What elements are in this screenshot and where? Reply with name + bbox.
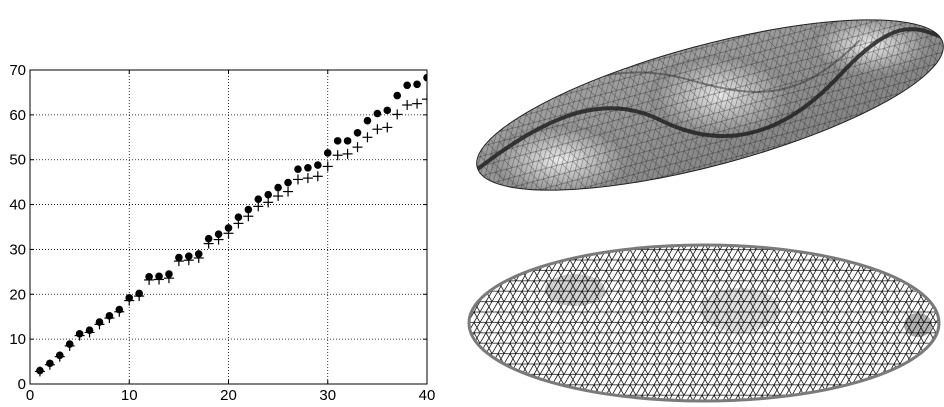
plus-marker — [203, 238, 214, 249]
plus-marker — [292, 174, 303, 185]
x-tick-label: 30 — [319, 387, 336, 404]
plus-marker — [173, 256, 184, 267]
plus-marker — [243, 211, 254, 222]
plus-marker — [302, 173, 313, 184]
plus-marker — [263, 197, 274, 208]
plus-marker — [362, 132, 373, 143]
dot-marker — [333, 137, 342, 145]
dot-marker — [323, 149, 332, 157]
plus-marker — [283, 186, 294, 197]
x-tick-label: 40 — [419, 387, 436, 404]
dot-marker — [304, 163, 312, 172]
plus-marker — [114, 306, 125, 317]
dot-marker — [254, 195, 263, 203]
dot-marker — [393, 91, 402, 100]
dot-marker — [343, 137, 352, 145]
plus-marker — [124, 295, 135, 306]
y-tick-label: 20 — [9, 286, 26, 303]
y-tick-label: 40 — [9, 197, 26, 214]
plus-marker — [154, 274, 165, 285]
plus-marker — [273, 191, 284, 202]
plus-marker — [342, 148, 353, 159]
dot-marker — [363, 116, 372, 125]
y-tick-label: 60 — [9, 107, 26, 124]
plus-marker — [84, 327, 95, 338]
plus-marker — [54, 351, 65, 362]
plus-marker — [183, 255, 194, 266]
plus-marker — [34, 366, 45, 377]
dot-marker — [234, 213, 243, 221]
data-marks — [34, 73, 427, 377]
dot-marker — [423, 73, 427, 82]
plus-marker — [134, 291, 145, 302]
dot-marker — [244, 205, 253, 214]
plus-marker — [322, 161, 333, 172]
plus-marker — [74, 330, 85, 341]
plus-marker — [372, 124, 383, 135]
dot-marker — [284, 178, 292, 187]
plus-marker — [392, 109, 403, 120]
plus-marker — [352, 142, 363, 153]
y-tick-label: 30 — [9, 241, 26, 258]
y-tick-label: 70 — [9, 62, 26, 79]
dot-marker — [413, 80, 421, 89]
y-tick-label: 50 — [9, 152, 26, 169]
plus-marker — [233, 218, 244, 229]
plus-marker — [312, 171, 323, 182]
dot-marker — [373, 109, 382, 118]
plus-marker — [64, 340, 75, 351]
dot-marker — [353, 129, 362, 137]
axis-ticks: 0 10 20 30 40 0 10 20 30 40 50 60 70 — [9, 62, 435, 404]
plus-marker — [94, 319, 105, 330]
plus-marker — [213, 234, 224, 245]
plus-marker — [412, 98, 423, 109]
dot-marker — [294, 165, 302, 173]
x-tick-label: 0 — [26, 387, 34, 404]
dot-marker — [224, 224, 233, 232]
plus-marker — [144, 274, 155, 285]
plus-marker — [223, 228, 234, 239]
plus-marker — [193, 252, 204, 263]
plus-marker — [422, 94, 427, 105]
surface-outline — [476, 19, 944, 191]
plus-marker — [163, 273, 174, 284]
plus-marker — [332, 150, 343, 161]
plus-marker — [253, 201, 264, 212]
y-tick-label: 0 — [18, 376, 26, 393]
x-tick-label: 20 — [220, 387, 237, 404]
plus-marker — [104, 313, 115, 324]
dot-marker — [214, 230, 223, 238]
x-tick-label: 10 — [121, 387, 138, 404]
surface-rendering — [461, 0, 944, 220]
scatter-chart: 0 10 20 30 40 0 10 20 30 40 50 60 70 — [9, 62, 435, 404]
mesh-boundary — [467, 243, 941, 403]
dot-marker — [403, 81, 411, 90]
dot-marker — [264, 190, 273, 199]
mesh-rendering — [467, 243, 941, 403]
y-tick-label: 10 — [9, 331, 26, 348]
plus-marker — [44, 359, 55, 370]
dot-marker — [274, 183, 282, 192]
dot-marker — [314, 161, 322, 169]
plus-marker — [382, 122, 393, 133]
dot-marker — [383, 106, 392, 115]
plus-marker — [402, 99, 413, 110]
